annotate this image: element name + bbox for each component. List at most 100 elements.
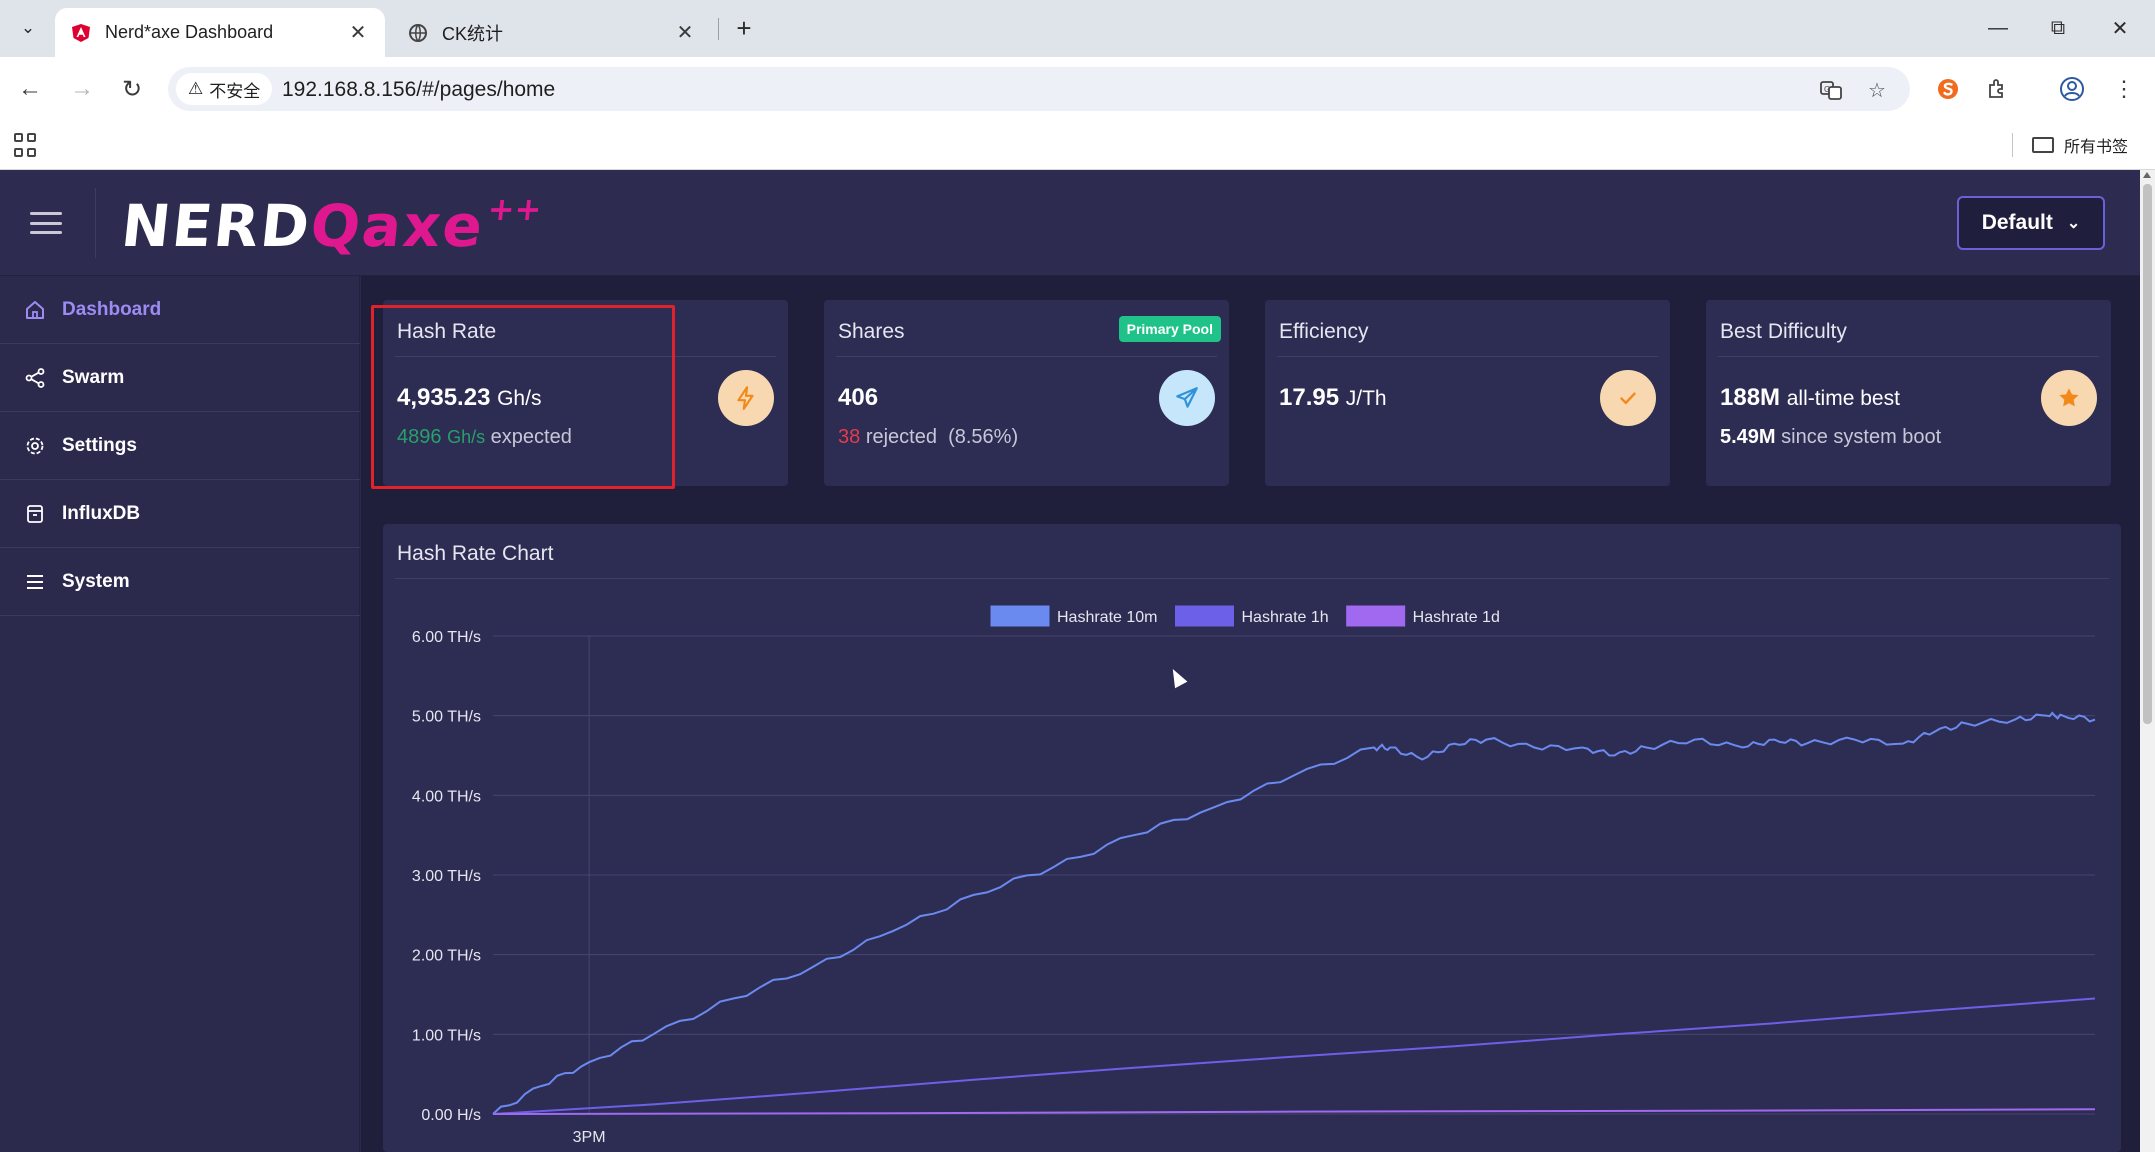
angular-favicon-icon xyxy=(71,23,91,43)
tab-separator xyxy=(718,18,719,40)
dashboard-main: Hash Rate 4,935.23 Gh/s 4896 Gh/s expect… xyxy=(361,276,2140,1152)
scrollbar-thumb[interactable] xyxy=(2143,184,2152,724)
nerdaxe-app: NERD Qaxe ++ Default ⌄ Dashboard Swarm Set… xyxy=(0,170,2140,1152)
highlight-box xyxy=(371,305,675,489)
bookmarks-bar: 所有书签 xyxy=(0,121,2155,170)
hamburger-menu-icon[interactable] xyxy=(30,212,62,234)
tab-nerdaxe-dashboard[interactable]: Nerd*axe Dashboard ✕ xyxy=(55,8,385,57)
sidebar-item-system[interactable]: System xyxy=(0,548,360,616)
reload-button[interactable]: ↻ xyxy=(114,71,150,107)
gear-icon xyxy=(24,435,46,457)
warning-icon: ⚠ xyxy=(188,79,204,98)
database-icon xyxy=(24,503,46,525)
profile-icon[interactable] xyxy=(2054,71,2090,107)
extensions-icon[interactable] xyxy=(1980,71,2016,107)
card-title: Hash Rate xyxy=(397,320,497,343)
app-topbar: NERD Qaxe ++ Default ⌄ xyxy=(0,170,2140,276)
close-tab-icon[interactable]: ✕ xyxy=(676,22,694,44)
legend-swatch xyxy=(1175,605,1234,627)
y-tick-label: 2.00 TH/s xyxy=(412,948,481,965)
efficiency-value: 17.95 J/Th xyxy=(1279,384,1387,411)
x-tick-label: 3PM xyxy=(573,1129,606,1146)
y-tick-label: 3.00 TH/s xyxy=(412,868,481,885)
all-bookmarks-label: 所有书签 xyxy=(2064,139,2129,156)
preset-dropdown[interactable]: Default ⌄ xyxy=(1957,196,2105,250)
forward-button[interactable]: → xyxy=(64,71,100,107)
tab-search-button[interactable]: ⌄ xyxy=(12,12,44,44)
bookmarks-separator xyxy=(2012,133,2013,157)
reload-icon: ↻ xyxy=(121,75,143,103)
series-line-2 xyxy=(492,997,2096,1115)
bookmark-star-icon[interactable]: ☆ xyxy=(1868,79,1886,102)
hashrate-chart-card: Hash Rate Chart 6.00 TH/s 5.00 TH/s 4.00 T… xyxy=(383,524,2121,1152)
legend-label: Hashrate 1d xyxy=(1413,609,1500,626)
sogou-extension-icon[interactable] xyxy=(1930,71,1966,107)
sidebar-item-label: Settings xyxy=(62,434,137,456)
apps-grid-icon[interactable] xyxy=(14,133,40,159)
card-title: Shares xyxy=(838,320,905,343)
folder-icon xyxy=(2032,137,2054,153)
legend-label: Hashrate 1h xyxy=(1242,609,1329,626)
address-bar[interactable]: ⚠ 不安全 192.168.8.156/#/pages/home G ☆ xyxy=(168,67,1910,111)
sidebar: Dashboard Swarm Settings InfluxDB System xyxy=(0,276,360,1152)
tab-ck-stats[interactable]: CK统计 ✕ xyxy=(392,8,712,57)
chart-divider xyxy=(395,578,2109,579)
globe-icon xyxy=(408,23,428,43)
minimize-icon: — xyxy=(1988,16,2008,39)
restore-button[interactable]: ⧉ xyxy=(2038,12,2078,44)
more-menu-icon[interactable]: ⋮ xyxy=(2113,76,2135,101)
check-icon xyxy=(1600,370,1656,426)
y-tick-label: 6.00 TH/s xyxy=(412,629,481,646)
sidebar-item-swarm[interactable]: Swarm xyxy=(0,344,360,412)
series-line-1 xyxy=(492,711,2096,1115)
chart-title: Hash Rate Chart xyxy=(397,542,554,565)
close-window-button[interactable]: ✕ xyxy=(2100,12,2140,44)
sidebar-item-label: Swarm xyxy=(62,366,125,388)
preset-label: Default xyxy=(1981,211,2053,234)
chevron-down-icon: ⌄ xyxy=(20,18,36,37)
hashrate-card: Hash Rate 4,935.23 Gh/s 4896 Gh/s expect… xyxy=(383,300,788,486)
security-label: 不安全 xyxy=(209,81,261,101)
minimize-button[interactable]: — xyxy=(1978,12,2018,44)
topbar-divider xyxy=(95,188,96,258)
shares-rejected: 38 rejected (8.56%) xyxy=(838,426,1019,448)
sidebar-item-settings[interactable]: Settings xyxy=(0,412,360,480)
y-tick-label: 5.00 TH/s xyxy=(412,709,481,726)
url-text[interactable]: 192.168.8.156/#/pages/home xyxy=(282,78,556,101)
all-bookmarks-button[interactable]: 所有书签 xyxy=(2032,131,2128,159)
plus-icon: + xyxy=(736,12,752,43)
sidebar-item-label: Dashboard xyxy=(62,298,162,320)
shares-card: Shares Primary Pool 406 38 rejected (8.5… xyxy=(824,300,1229,486)
card-divider xyxy=(836,356,1217,357)
legend-swatch xyxy=(990,605,1050,627)
sidebar-item-dashboard[interactable]: Dashboard xyxy=(0,276,360,344)
browser-tab-bar: ⌄ Nerd*axe Dashboard ✕ CK统计 ✕ + — ⧉ ✕ xyxy=(0,0,2155,57)
page-scrollbar[interactable] xyxy=(2140,170,2155,1152)
close-tab-icon[interactable]: ✕ xyxy=(349,22,367,44)
share-icon xyxy=(24,367,46,389)
series-line-3 xyxy=(492,1108,2096,1115)
primary-pool-badge: Primary Pool xyxy=(1118,316,1221,342)
tab-title: CK统计 xyxy=(442,23,504,44)
shares-value: 406 xyxy=(838,384,879,411)
arrow-left-icon: ← xyxy=(18,75,42,102)
new-tab-button[interactable]: + xyxy=(728,12,760,44)
y-tick-label: 4.00 TH/s xyxy=(412,788,481,805)
efficiency-card: Efficiency 17.95 J/Th xyxy=(1265,300,1670,486)
hashrate-value: 4,935.23 Gh/s xyxy=(397,384,542,411)
nerdqaxe-logo: NERD Qaxe ++ xyxy=(118,190,544,260)
send-icon xyxy=(1159,370,1215,426)
legend-label: Hashrate 10m xyxy=(1057,609,1158,626)
translate-icon[interactable]: G xyxy=(1816,75,1846,105)
scroll-up-icon[interactable] xyxy=(2143,172,2151,178)
sidebar-item-influxdb[interactable]: InfluxDB xyxy=(0,480,360,548)
card-divider xyxy=(1277,356,1658,357)
sidebar-item-label: InfluxDB xyxy=(62,502,141,524)
home-icon xyxy=(24,299,46,321)
arrow-right-icon: → xyxy=(70,75,94,102)
hashrate-chart: 6.00 TH/s 5.00 TH/s 4.00 TH/s 3.00 TH/s 2.00… xyxy=(412,605,2096,1146)
security-indicator[interactable]: ⚠ 不安全 xyxy=(176,73,273,105)
hashrate-expected: 4896 Gh/s expected xyxy=(397,426,572,448)
back-button[interactable]: ← xyxy=(12,71,48,107)
svg-text:G: G xyxy=(1824,85,1830,94)
